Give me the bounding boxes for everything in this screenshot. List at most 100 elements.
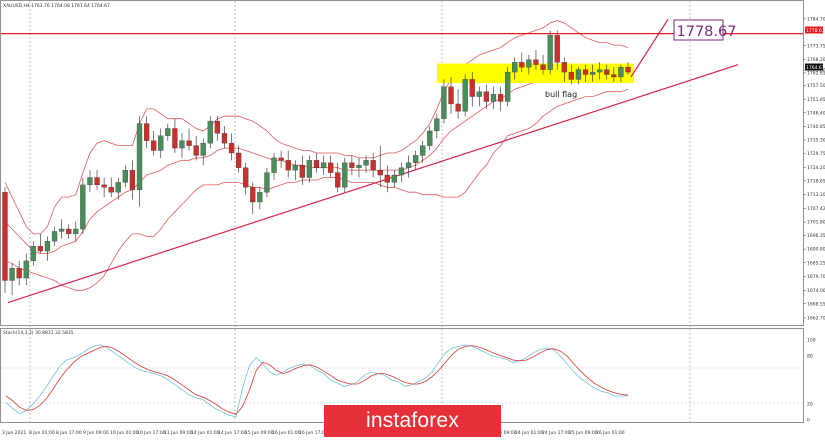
time-tick-label: 3 Jun 2021 — [2, 430, 26, 436]
candle-body — [568, 71, 574, 80]
candle-body — [228, 143, 235, 154]
candle — [200, 138, 206, 166]
candle — [285, 150, 291, 178]
price-tick-label: 1757.50 — [807, 83, 825, 89]
price-panel-frame — [0, 0, 804, 326]
candle — [420, 140, 426, 163]
candle-body — [243, 167, 249, 188]
candle — [455, 89, 461, 119]
candle-body — [604, 69, 610, 75]
candle-body — [384, 174, 390, 183]
price-tick-label: 1762.65 — [807, 71, 825, 77]
candle-body — [80, 184, 86, 230]
candle-body — [214, 120, 221, 134]
candle — [2, 187, 8, 293]
candle — [136, 116, 143, 207]
resistance-label: 1778.67 — [677, 24, 737, 40]
candle — [554, 30, 560, 70]
candle — [59, 219, 65, 239]
candle-body — [299, 165, 305, 178]
candle-body — [611, 74, 617, 78]
instaforex-logo: instaforex — [324, 405, 501, 437]
stoch-axis: 100 80 20 0 — [807, 338, 816, 424]
candle — [611, 67, 617, 82]
time-tick-label: 16 Jun 01:00 — [272, 430, 301, 436]
candle — [23, 253, 29, 286]
candle — [94, 170, 100, 190]
price-tick-label: 1685.25 — [807, 260, 825, 266]
candle — [342, 157, 348, 193]
candle-body — [441, 86, 447, 119]
candle — [448, 76, 454, 114]
time-tick-label: 25 Jun 09:00 — [569, 430, 598, 436]
candle-body — [519, 62, 525, 68]
candle — [108, 177, 114, 198]
price-tick-label: 1740.85 — [807, 124, 825, 130]
candle — [193, 135, 199, 161]
candle — [37, 233, 44, 254]
candle — [568, 64, 574, 85]
candle-body — [469, 79, 475, 97]
stoch-title: Stoch(14,3,3) 30.8831 32.5835 — [3, 330, 74, 336]
candle — [505, 67, 511, 107]
candle — [533, 50, 539, 70]
candle-body — [136, 123, 143, 190]
stoch-main-line — [5, 344, 628, 418]
price-tick-label: 1773.75 — [807, 43, 825, 49]
candle — [625, 62, 631, 75]
stoch-tick-label: 20 — [807, 402, 813, 408]
price-tick-label: 1707.42 — [807, 206, 825, 212]
candle-body — [221, 133, 228, 144]
time-tick-label: 14 Jun 17:00 — [218, 430, 247, 436]
candle-body — [335, 172, 341, 188]
time-axis: 3 Jun 2021 8 Jun 01:00 8 Jun 17:00 9 Jun 09… — [2, 430, 625, 436]
candle-body — [405, 162, 412, 168]
candle — [547, 30, 553, 75]
time-tick-label: 8 Jun 17:00 — [56, 430, 82, 436]
candle — [143, 116, 150, 149]
candle — [264, 167, 270, 198]
current-price-tag: 1764.67 — [806, 65, 825, 71]
candle — [313, 152, 320, 173]
candle — [597, 62, 603, 80]
candle-body — [540, 64, 546, 70]
price-tick-label: 1696.35 — [807, 233, 825, 239]
candle-body — [476, 91, 482, 97]
candle-body — [526, 59, 532, 68]
candle — [462, 74, 468, 117]
price-tick-label: 1679.70 — [807, 274, 825, 280]
candle — [540, 54, 546, 75]
candle-body — [483, 91, 490, 102]
candle — [16, 260, 22, 286]
candle — [377, 145, 383, 188]
price-tick-label: 1674.00 — [807, 288, 825, 294]
candle — [30, 241, 36, 266]
candle — [356, 157, 362, 178]
candle-body — [264, 172, 270, 193]
candle-body — [533, 59, 539, 65]
candle — [363, 155, 369, 173]
ascending-trendline — [7, 64, 739, 304]
price-tick-label: 1701.80 — [807, 220, 825, 226]
candle-body — [151, 140, 157, 151]
candle — [51, 226, 58, 247]
price-tick-label: 1746.40 — [807, 110, 825, 116]
candle-body — [122, 169, 128, 183]
candle-body — [200, 143, 206, 156]
candle — [44, 236, 51, 261]
candle-body — [278, 157, 284, 161]
candle — [434, 113, 440, 139]
current-price-tag-bg — [805, 63, 823, 71]
candle-body — [115, 182, 121, 193]
time-tick-label: 10 Jun 17:00 — [137, 430, 166, 436]
candle-body — [59, 228, 65, 232]
price-tick-label: 1768.20 — [807, 57, 825, 63]
candle-body — [250, 187, 256, 203]
candle-body — [235, 152, 242, 168]
candle-body — [342, 162, 348, 188]
candle-body — [597, 69, 603, 73]
candle-body — [66, 228, 72, 235]
candle-body — [412, 155, 419, 163]
